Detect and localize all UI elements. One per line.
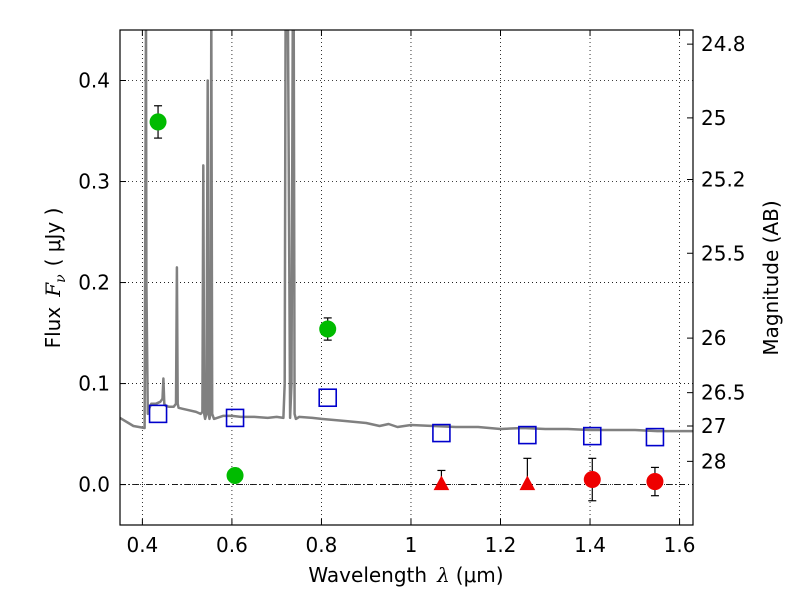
data-point-circle <box>226 467 244 484</box>
model-point-square <box>582 426 602 446</box>
y2-tick-label: 25 <box>701 106 726 130</box>
x-tick-label: 0.8 <box>306 533 338 557</box>
model-point-square <box>225 408 245 428</box>
model-point-square <box>148 404 168 424</box>
y-axis-label-unit: ( μJy ) <box>41 208 65 267</box>
y2-tick-labels: 24.8 25 25.2 25.5 26 26.5 27 28 <box>701 32 746 473</box>
y-tick-label: 0.2 <box>78 271 110 295</box>
y-tick-labels: 0.0 0.1 0.2 0.3 0.4 <box>78 69 110 497</box>
y2-tick-label: 24.8 <box>701 32 746 56</box>
x-tick-label: 1.2 <box>485 533 517 557</box>
y2-tick-label: 25.2 <box>701 168 746 192</box>
y2-tick-label: 27 <box>701 414 726 438</box>
y2-tick-label: 26.5 <box>701 381 746 405</box>
model-point-square <box>518 425 537 445</box>
y2-tick-label: 25.5 <box>701 241 746 265</box>
x-axis-label: Wavelength λ (μm) <box>308 563 503 587</box>
y2-tick-label: 28 <box>701 449 726 473</box>
y-tick-label: 0.1 <box>78 372 110 396</box>
x-axis-label-symbol: λ <box>436 563 450 587</box>
data-point-circle <box>646 473 664 491</box>
model-point-square <box>318 388 338 408</box>
model-point-square <box>432 423 451 443</box>
y2-tick-label: 26 <box>701 326 726 350</box>
y-tick-label: 0.0 <box>78 473 110 497</box>
x-tick-label: 1.6 <box>664 533 696 557</box>
y-axis-label-subscript: ν <box>53 274 69 283</box>
x-tick-label: 1.4 <box>574 533 606 557</box>
data-point-circle <box>319 320 337 338</box>
x-tick-label: 1 <box>405 533 418 557</box>
plot-area <box>120 30 693 525</box>
upper-limit-triangle <box>519 475 536 491</box>
model-point-square <box>645 427 665 447</box>
y-axis-label-text: Flux <box>41 307 65 349</box>
grid <box>120 30 693 525</box>
upper-limit-triangle <box>433 475 450 491</box>
tick-marks <box>120 30 693 525</box>
y-axis-label: Flux Fν ( μJy ) <box>41 208 69 349</box>
spectrum-line <box>120 30 693 433</box>
x-tick-labels: 0.4 0.6 0.8 1 1.2 1.4 1.6 <box>126 533 695 557</box>
series-layer <box>120 30 693 502</box>
x-axis-label-unit: (μm) <box>456 563 504 587</box>
x-axis-label-text: Wavelength <box>308 563 427 587</box>
data-point-circle <box>149 113 167 131</box>
data-point-circle <box>583 471 601 489</box>
y2-axis-label: Magnitude (AB) <box>759 200 783 355</box>
y-axis-label-symbol: F <box>41 282 65 298</box>
y-tick-label: 0.3 <box>78 170 110 194</box>
y-tick-label: 0.4 <box>78 69 110 93</box>
x-tick-label: 0.4 <box>126 533 158 557</box>
plot-frame <box>119 29 694 526</box>
x-tick-label: 0.6 <box>216 533 248 557</box>
